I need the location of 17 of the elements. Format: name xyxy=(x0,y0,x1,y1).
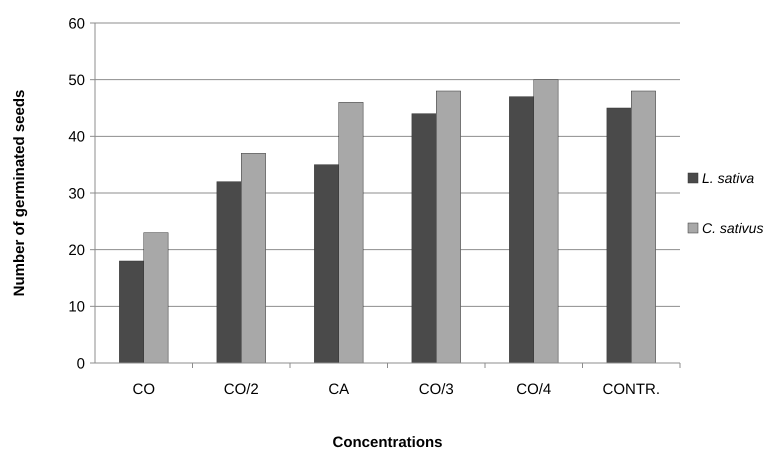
x-tick-label: CA xyxy=(328,381,350,398)
y-tick-label: 40 xyxy=(68,128,85,146)
x-tick-label: CO xyxy=(132,381,155,398)
y-tick-label: 50 xyxy=(68,72,85,89)
y-tick-label: 20 xyxy=(68,242,85,259)
x-tick-label: CO/4 xyxy=(516,381,552,398)
y-tick-label: 30 xyxy=(68,185,85,202)
y-tick-label: 0 xyxy=(76,355,85,372)
y-tick-label: 60 xyxy=(68,15,85,32)
x-tick-label: CO/3 xyxy=(418,381,454,398)
x-tick-label: CONTR. xyxy=(602,381,660,398)
y-tick-label: 10 xyxy=(68,298,85,316)
x-axis-title: Concentrations xyxy=(332,434,443,451)
legend-label: C. sativus xyxy=(702,220,764,236)
y-axis-title: Number of germinated seeds xyxy=(11,90,28,296)
legend-label: L. sativa xyxy=(702,170,754,186)
x-tick-label: CO/2 xyxy=(224,381,259,398)
